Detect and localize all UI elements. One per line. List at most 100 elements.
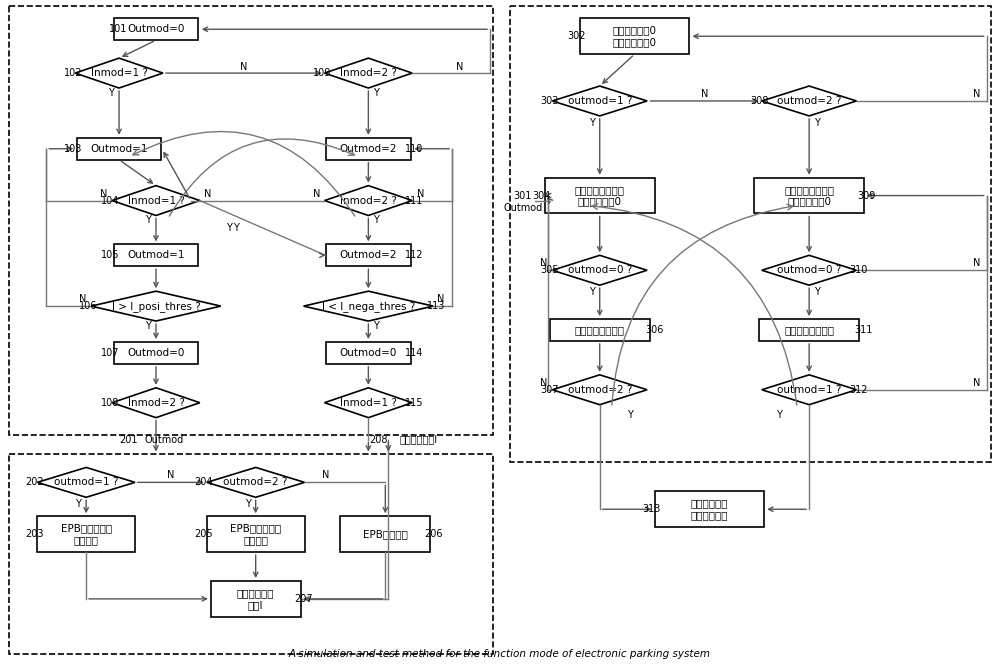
Text: 206: 206 [424,529,442,539]
Bar [326,244,411,266]
Text: 202: 202 [25,477,44,487]
Text: Y: Y [233,223,239,234]
Text: 307: 307 [541,384,559,395]
Text: outmod=0 ?: outmod=0 ? [777,265,841,276]
Bar [510,7,991,462]
Text: EPB电机反转，
执行释放: EPB电机反转， 执行释放 [230,523,281,545]
Text: 308: 308 [750,96,768,106]
Polygon shape [207,467,305,497]
Text: Inmod=2 ?: Inmod=2 ? [340,196,397,206]
Text: 304: 304 [533,191,551,201]
Text: 310: 310 [850,265,868,276]
Text: N: N [322,470,329,480]
Text: outmod=1 ?: outmod=1 ? [54,477,118,487]
Bar [114,244,198,266]
Text: N: N [540,378,548,388]
Text: I < I_nega_thres ?: I < I_nega_thres ? [322,301,415,311]
Text: Outmod=2: Outmod=2 [340,250,397,260]
Text: 输出夹紧时间
输出释放时间: 输出夹紧时间 输出释放时间 [691,499,728,520]
Text: Y: Y [776,410,782,420]
Text: 208: 208 [369,434,388,445]
Text: 205: 205 [195,529,213,539]
Text: 111: 111 [405,196,423,206]
Text: N: N [437,294,445,304]
Text: outmod=2 ?: outmod=2 ? [777,96,841,106]
Text: 306: 306 [645,325,664,335]
Text: N: N [456,62,464,72]
Text: 114: 114 [405,348,423,358]
Text: Inmod=1 ?: Inmod=1 ? [128,196,184,206]
Text: Inmod=1 ?: Inmod=1 ? [91,68,147,78]
Text: Y: Y [145,216,151,226]
Bar [37,516,135,552]
Text: Inmod=2 ?: Inmod=2 ? [340,68,397,78]
Text: Outmod=1: Outmod=1 [90,144,148,154]
Text: N: N [313,189,320,199]
Text: Y: Y [373,88,379,98]
Text: 106: 106 [79,301,97,311]
Text: N: N [204,189,212,199]
Text: 312: 312 [850,384,868,395]
Text: Outmod=0: Outmod=0 [127,25,185,35]
Text: Outmod=1: Outmod=1 [127,250,185,260]
Text: 309: 309 [858,191,876,201]
Text: 105: 105 [101,250,119,260]
Text: 115: 115 [405,398,423,408]
Text: 108: 108 [101,398,119,408]
Text: Y: Y [108,88,114,98]
Polygon shape [552,374,647,404]
Text: N: N [973,378,980,388]
Polygon shape [75,58,163,88]
Text: N: N [540,258,548,268]
Text: N: N [167,470,175,480]
Text: 释放时间不断增加
夹紧时间置为0: 释放时间不断增加 夹紧时间置为0 [784,185,834,207]
Polygon shape [324,58,412,88]
Text: N: N [240,62,247,72]
Polygon shape [762,256,857,286]
Text: Outmod=2: Outmod=2 [340,144,397,154]
Bar [754,178,864,214]
Text: Outmod: Outmod [144,434,184,445]
Text: 109: 109 [313,68,332,78]
Text: EPB电机正转，
执行夹紧: EPB电机正转， 执行夹紧 [61,523,112,545]
Text: 101: 101 [109,25,127,35]
Text: EPB电机不转: EPB电机不转 [363,529,408,539]
Text: Y: Y [145,321,151,331]
Text: I > I_posi_thres ?: I > I_posi_thres ? [112,301,200,311]
Text: 303: 303 [541,96,559,106]
Text: 311: 311 [855,325,873,335]
Text: 305: 305 [541,265,559,276]
Polygon shape [304,291,433,321]
Text: 201: 201 [119,434,137,445]
Bar [114,19,198,41]
Text: 夹紧时间不断增加
释放时间置为0: 夹紧时间不断增加 释放时间置为0 [575,185,625,207]
Text: Y: Y [373,321,379,331]
Text: Y: Y [589,118,595,128]
Text: N: N [100,189,108,199]
Polygon shape [91,291,221,321]
Text: 电机回路电流I: 电机回路电流I [399,434,437,445]
Text: N: N [973,258,980,268]
Text: 113: 113 [427,301,445,311]
Polygon shape [552,256,647,286]
Bar [759,319,859,341]
Text: Inmod=1 ?: Inmod=1 ? [340,398,397,408]
Text: N: N [973,89,980,99]
Text: 夹紧时间保持不变: 夹紧时间保持不变 [575,325,625,335]
Text: 204: 204 [195,477,213,487]
Text: outmod=1 ?: outmod=1 ? [568,96,632,106]
Text: 302: 302 [568,31,586,41]
Text: Y: Y [226,223,232,234]
Text: Y: Y [373,216,379,226]
Bar [580,19,689,54]
Bar [9,454,493,653]
Polygon shape [324,186,412,216]
Polygon shape [112,388,200,418]
Text: N: N [417,189,424,199]
Text: Outmod: Outmod [503,203,543,212]
Text: 107: 107 [101,348,119,358]
Bar [655,491,764,527]
Text: 207: 207 [294,594,313,604]
Text: 313: 313 [642,504,661,514]
Text: outmod=2 ?: outmod=2 ? [223,477,288,487]
